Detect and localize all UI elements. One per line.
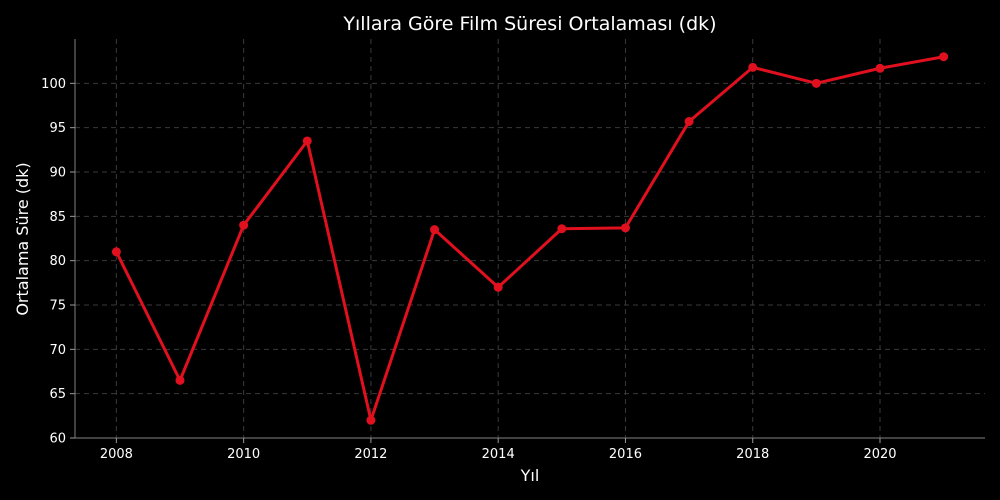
data-point <box>366 415 376 425</box>
data-point <box>430 225 440 235</box>
x-tick-label: 2016 <box>609 447 642 462</box>
data-point <box>748 62 758 72</box>
y-tick-label: 100 <box>41 77 66 92</box>
data-point <box>875 63 885 73</box>
x-tick-label: 2020 <box>863 447 896 462</box>
data-point <box>557 224 567 234</box>
y-tick-label: 75 <box>49 299 66 314</box>
x-tick-label: 2008 <box>100 447 133 462</box>
ticks-layer: 2008 2010 2012 2014 2016 2018 2020 60 65 70 75 80 85… <box>41 77 896 462</box>
data-point <box>302 136 312 146</box>
data-point <box>684 116 694 126</box>
y-tick-label: 85 <box>49 210 66 225</box>
y-axis-label: Ortalama Süre (dk) <box>13 162 32 315</box>
x-tick-label: 2014 <box>482 447 515 462</box>
y-tick-label: 80 <box>49 254 66 269</box>
data-point <box>239 220 249 230</box>
series-line <box>114 55 946 422</box>
data-point <box>175 375 185 385</box>
x-axis-label: Yıl <box>520 466 540 485</box>
x-tick-label: 2012 <box>354 447 387 462</box>
series-layer <box>111 52 949 425</box>
grid-layer <box>75 39 985 439</box>
data-point <box>620 223 630 233</box>
y-tick-label: 60 <box>49 432 66 447</box>
y-tick-label: 90 <box>49 166 66 181</box>
data-point <box>939 52 949 62</box>
data-point <box>111 247 121 257</box>
data-point <box>811 78 821 88</box>
chart-title: Yıllara Göre Film Süresi Ortalaması (dk) <box>342 13 716 35</box>
data-point <box>493 282 503 292</box>
x-tick-label: 2018 <box>736 447 769 462</box>
y-tick-label: 65 <box>49 387 66 402</box>
y-tick-label: 95 <box>49 121 66 136</box>
axes-layer <box>74 39 985 439</box>
x-tick-label: 2010 <box>227 447 260 462</box>
y-tick-label: 70 <box>49 343 66 358</box>
